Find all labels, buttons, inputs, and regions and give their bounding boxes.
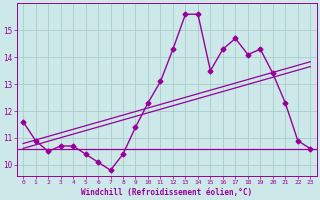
X-axis label: Windchill (Refroidissement éolien,°C): Windchill (Refroidissement éolien,°C)	[81, 188, 252, 197]
